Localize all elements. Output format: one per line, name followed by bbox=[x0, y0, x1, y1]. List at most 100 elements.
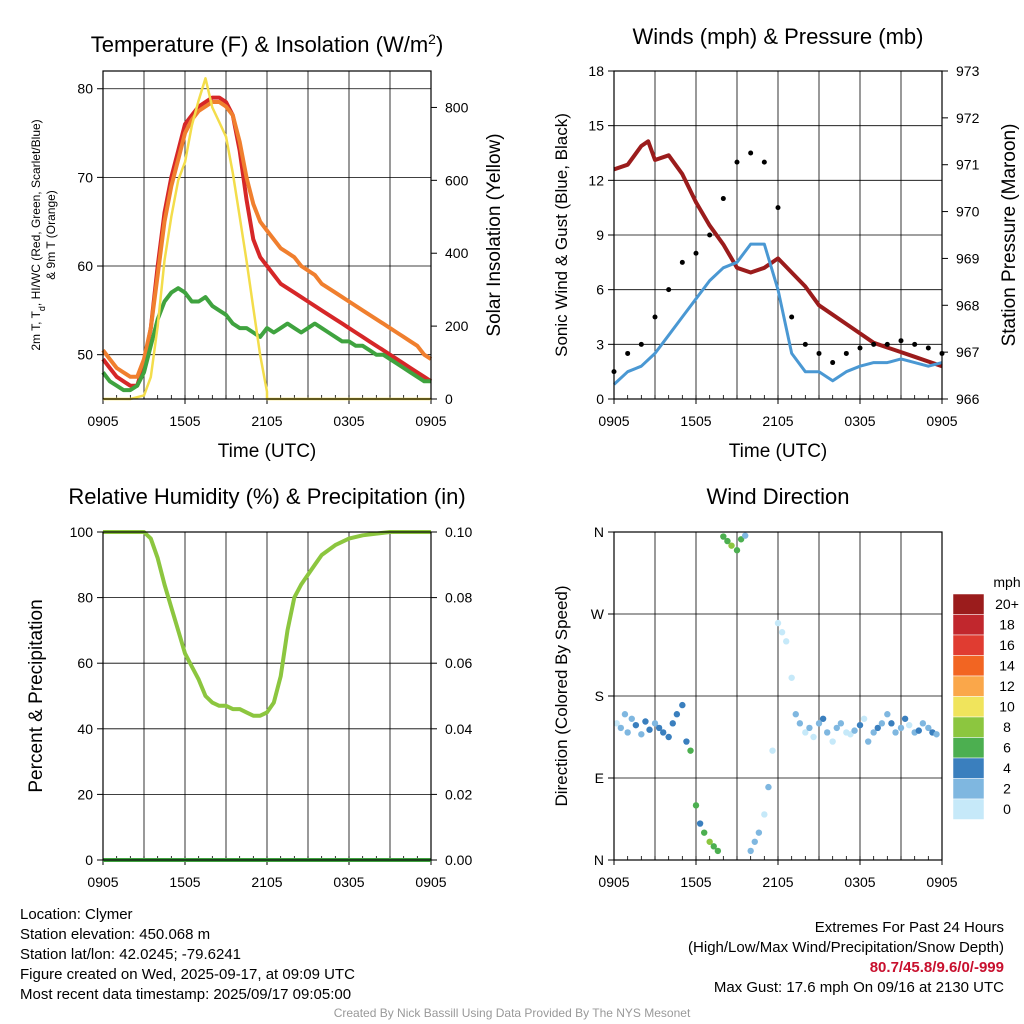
direction-point bbox=[755, 829, 763, 836]
direction-point bbox=[665, 733, 672, 741]
chart-panel-4: Wind Direction N E S W N 0905 1505 2105 0305 0905 m… bbox=[591, 484, 1021, 890]
direction-point bbox=[847, 731, 854, 738]
direction-point bbox=[915, 727, 922, 734]
direction-point bbox=[624, 729, 631, 736]
gust-point bbox=[652, 314, 658, 320]
x-axis-label: Time (UTC) bbox=[218, 441, 317, 462]
direction-point bbox=[802, 729, 809, 736]
max-gust-text: Max Gust: 17.6 mph On 09/16 at 2130 UTC bbox=[713, 979, 1004, 996]
gust-point bbox=[912, 341, 918, 347]
direction-point bbox=[870, 729, 877, 736]
ylabel-part: 2m T, T bbox=[29, 310, 43, 350]
y-tick-label: 18 bbox=[588, 63, 604, 79]
direction-point bbox=[728, 542, 735, 549]
x-tick-label: 0905 bbox=[598, 874, 629, 890]
direction-point bbox=[660, 729, 667, 736]
direction-point bbox=[874, 724, 881, 732]
gust-point bbox=[925, 345, 931, 351]
series-line bbox=[101, 100, 433, 379]
direction-point bbox=[810, 733, 817, 741]
legend-label: 10 bbox=[999, 699, 1015, 715]
x-tick-label: 1505 bbox=[680, 413, 711, 429]
direction-point bbox=[747, 847, 754, 855]
direction-point bbox=[669, 720, 676, 727]
direction-point bbox=[701, 829, 708, 836]
gust-point bbox=[679, 259, 685, 265]
x-tick-label: 2105 bbox=[762, 874, 793, 890]
ylabel-subscript: d bbox=[37, 306, 47, 311]
direction-point bbox=[788, 674, 795, 681]
x-tick-label: 1505 bbox=[169, 874, 200, 890]
direction-point bbox=[824, 729, 831, 736]
y2-tick-label: 0.02 bbox=[445, 786, 472, 802]
y-axis-label-line2: & 9m T (Orange) bbox=[44, 190, 58, 280]
direction-point bbox=[884, 711, 891, 718]
gust-point bbox=[693, 250, 699, 256]
y2-tick-label: 971 bbox=[956, 157, 980, 173]
credit-text: Created By Nick Bassill Using Data Provi… bbox=[333, 1006, 691, 1020]
legend-swatch bbox=[952, 593, 985, 615]
y-tick-label: 6 bbox=[596, 282, 604, 298]
y-axis-label: Direction (Colored By Speed) bbox=[552, 585, 571, 806]
direction-point bbox=[878, 720, 886, 727]
direction-point bbox=[742, 532, 749, 539]
chart-panel-1: Temperature (F) & Insolation (W/m2) 50 60 7… bbox=[77, 31, 468, 462]
direction-point bbox=[751, 838, 758, 845]
y-tick-label: 0 bbox=[596, 391, 604, 407]
y2-axis-label: Solar Insolation (Yellow) bbox=[484, 133, 505, 336]
y2-tick-label: 969 bbox=[956, 250, 980, 266]
plot-frame bbox=[102, 70, 432, 400]
direction-point bbox=[720, 533, 727, 540]
gust-point bbox=[775, 205, 781, 211]
y-tick-label: 70 bbox=[77, 169, 93, 185]
y2-tick-label: 968 bbox=[956, 297, 980, 313]
y2-tick-label: 0.06 bbox=[445, 655, 472, 671]
legend-swatch bbox=[952, 757, 985, 779]
direction-point bbox=[613, 720, 620, 727]
direction-point bbox=[628, 715, 635, 722]
direction-point bbox=[710, 843, 717, 850]
legend-label: 2 bbox=[1003, 781, 1011, 797]
y-tick-label: 15 bbox=[588, 118, 604, 134]
y2-tick-label: 0 bbox=[445, 391, 453, 407]
y2-tick-label: 970 bbox=[956, 204, 980, 220]
y-tick-label: E bbox=[595, 770, 604, 786]
direction-point bbox=[806, 724, 813, 732]
plot-frame bbox=[102, 531, 432, 861]
y-tick-label: N bbox=[594, 852, 604, 868]
direction-point bbox=[919, 720, 927, 727]
x-tick-label: 0305 bbox=[333, 413, 364, 429]
x-tick-label: 0905 bbox=[926, 874, 957, 890]
direction-point bbox=[819, 715, 827, 722]
direction-point bbox=[714, 847, 722, 855]
y-tick-label: 9 bbox=[596, 227, 604, 243]
legend-label: 4 bbox=[1003, 760, 1011, 776]
extremes-values: 80.7/45.8/9.6/0/-999 bbox=[869, 959, 1004, 976]
x-tick-label: 0305 bbox=[333, 874, 364, 890]
y-tick-label: S bbox=[595, 688, 604, 704]
gust-point bbox=[802, 341, 808, 347]
legend-label: 14 bbox=[999, 658, 1015, 674]
x-tick-label: 0905 bbox=[926, 413, 957, 429]
gust-point bbox=[748, 150, 754, 156]
chart-title: Wind Direction bbox=[706, 484, 849, 509]
created-text: Figure created on Wed, 2025-09-17, at 09… bbox=[20, 966, 355, 983]
y2-tick-label: 0.10 bbox=[445, 524, 472, 540]
direction-point bbox=[856, 721, 864, 729]
series-line bbox=[103, 77, 431, 401]
direction-point bbox=[621, 711, 629, 718]
x-tick-label: 0905 bbox=[598, 413, 629, 429]
y-tick-label: 60 bbox=[77, 655, 93, 671]
direction-point bbox=[865, 738, 872, 745]
gust-point bbox=[898, 338, 904, 344]
y-tick-label: 80 bbox=[77, 81, 93, 97]
chart-title: Relative Humidity (%) & Precipitation (i… bbox=[68, 484, 465, 509]
x-tick-label: 1505 bbox=[169, 413, 200, 429]
gust-point bbox=[734, 159, 740, 165]
y-tick-label: 50 bbox=[77, 347, 93, 363]
direction-point bbox=[933, 731, 940, 738]
y-tick-label: W bbox=[591, 606, 605, 622]
legend-label: 20+ bbox=[995, 596, 1019, 612]
ylabel-part: , HI/WC (Red, Green, Scarlet/Blue) bbox=[29, 119, 43, 306]
legend-swatch bbox=[952, 634, 985, 656]
